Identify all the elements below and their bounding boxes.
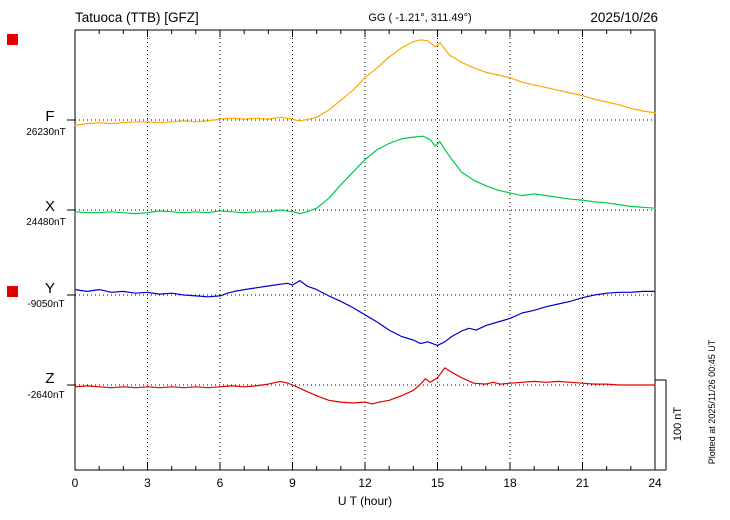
trace-Z — [74, 367, 656, 405]
chart-layer: 0 3 6 9 12 15 18 21 24 — [67, 29, 667, 490]
trace-X — [74, 135, 656, 215]
x-tick-label: 24 — [648, 476, 662, 490]
station-title: Tatuoca (TTB) [GFZ] — [75, 10, 199, 25]
marker-square-top — [7, 34, 18, 45]
trace-Y — [74, 280, 656, 346]
series-Y-label: Y — [45, 280, 55, 297]
x-tick-label: 21 — [576, 476, 590, 490]
x-axis-title: U T (hour) — [338, 494, 392, 508]
date-label: 2025/10/26 — [590, 10, 658, 25]
x-tick-label: 15 — [431, 476, 445, 490]
marker-square-middle — [7, 286, 18, 297]
scale-bar-label: 100 nT — [672, 407, 684, 442]
plotted-at-note: Plotted at 2025/11/26 00:45 UT — [707, 339, 717, 464]
series-X-baseline-value: 24480nT — [26, 217, 65, 228]
series-Y-baseline-value: -9050nT — [27, 299, 64, 310]
x-tick-label: 0 — [72, 476, 79, 490]
trace-F — [74, 39, 656, 127]
x-tick-label: 18 — [503, 476, 517, 490]
series-F-baseline-value: 26230nT — [26, 127, 65, 138]
coords-label: GG ( -1.21°, 311.49°) — [368, 12, 471, 24]
series-Z-baseline-value: -2640nT — [27, 390, 64, 401]
x-tick-label: 6 — [217, 476, 224, 490]
x-tick-label: 12 — [358, 476, 372, 490]
x-tick-label: 3 — [144, 476, 151, 490]
series-F-label: F — [45, 108, 54, 125]
series-Z-label: Z — [45, 370, 54, 387]
series-X-label: X — [45, 198, 55, 215]
x-tick-label: 9 — [289, 476, 296, 490]
